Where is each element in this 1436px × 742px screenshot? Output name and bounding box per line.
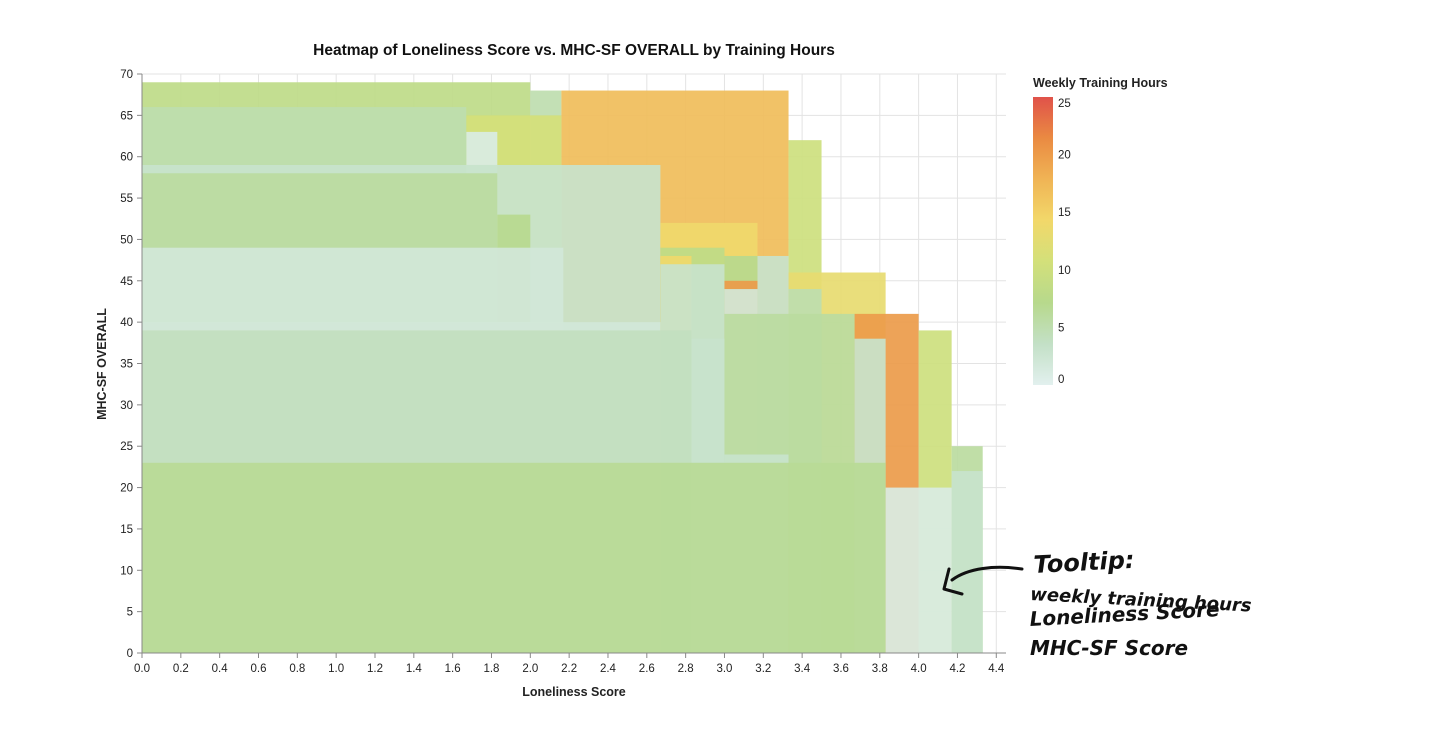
x-tick-label-5: 1.0 <box>328 663 344 675</box>
x-tick-label-2: 0.4 <box>212 663 229 675</box>
x-tick-label-11: 2.2 <box>561 663 577 675</box>
x-tick-label-10: 2.0 <box>522 663 538 675</box>
annotation-line-1: Tooltip: <box>1033 546 1135 579</box>
axes: 0.0 0.2 0.4 0.6 0.8 1.0 1.2 1.4 1.6 1.8 2.0 2.2 2.4 2… <box>120 69 1006 675</box>
x-tick-label-21: 4.2 <box>949 663 965 675</box>
x-tick-label-17: 3.4 <box>794 663 811 675</box>
x-tick-label-22: 4.4 <box>988 663 1005 675</box>
y-tick-label-4: 20 <box>120 483 133 495</box>
color-legend: Weekly Training Hours 0 5 10 15 20 25 <box>1033 76 1168 386</box>
annotation-arrow-head <box>942 567 964 596</box>
y-tick-label-6: 30 <box>120 400 133 412</box>
tooltip-annotation: Tooltip: weekly training hours Lonelines… <box>942 546 1252 660</box>
heatmap-cell-33[interactable]: Weekly Training Hours: 1, Loneliness Sco… <box>885 487 952 653</box>
x-tick-label-20: 4.0 <box>911 663 927 675</box>
x-tick-label-8: 1.6 <box>445 663 461 675</box>
chart-title: Heatmap of Loneliness Score vs. MHC-SF O… <box>313 42 835 59</box>
y-tick-label-7: 35 <box>120 359 133 371</box>
legend-tick-label-3: 15 <box>1058 207 1071 219</box>
x-tick-label-18: 3.6 <box>833 663 849 675</box>
y-tick-label-14: 70 <box>120 69 133 81</box>
legend-tick-label-0: 0 <box>1058 374 1064 386</box>
x-tick-label-7: 1.4 <box>406 663 423 675</box>
heatmap-cell-31[interactable]: Weekly Training Hours: 6.5, Loneliness S… <box>142 462 886 653</box>
x-tick-label-3: 0.6 <box>250 663 266 675</box>
heatmap-cell-32[interactable]: Weekly Training Hours: 3, Loneliness Sco… <box>951 471 983 653</box>
annotation-line-4: MHC-SF Score <box>1030 636 1188 660</box>
x-tick-label-0: 0.0 <box>134 663 150 675</box>
x-tick-label-16: 3.2 <box>755 663 771 675</box>
legend-tick-label-2: 10 <box>1058 265 1071 277</box>
y-tick-label-0: 0 <box>127 648 133 660</box>
x-tick-label-12: 2.4 <box>600 663 617 675</box>
legend-tick-label-4: 20 <box>1058 150 1071 162</box>
y-tick-label-9: 45 <box>120 276 133 288</box>
heatmap-cells[interactable]: Weekly Training Hours: 8, Loneliness Sco… <box>142 82 983 654</box>
x-tick-label-1: 0.2 <box>173 663 189 675</box>
x-tick-label-13: 2.6 <box>639 663 655 675</box>
legend-title: Weekly Training Hours <box>1033 76 1168 90</box>
y-tick-label-12: 60 <box>120 152 133 164</box>
legend-tick-label-1: 5 <box>1058 322 1064 334</box>
y-tick-label-3: 15 <box>120 524 133 536</box>
x-tick-label-14: 2.8 <box>678 663 694 675</box>
x-tick-label-4: 0.8 <box>289 663 305 675</box>
annotation-arrow <box>950 565 1024 582</box>
x-tick-label-19: 3.8 <box>872 663 888 675</box>
x-axis-title: Loneliness Score <box>522 685 626 699</box>
x-tick-label-15: 3.0 <box>716 663 732 675</box>
legend-gradient-bar <box>1033 97 1053 385</box>
y-tick-label-2: 10 <box>120 565 133 577</box>
y-tick-label-5: 25 <box>120 441 133 453</box>
y-tick-label-1: 5 <box>127 607 133 619</box>
y-tick-label-11: 55 <box>120 193 133 205</box>
y-tick-label-13: 65 <box>120 110 133 122</box>
x-tick-label-6: 1.2 <box>367 663 383 675</box>
y-axis-title: MHC-SF OVERALL <box>95 308 109 420</box>
y-tick-label-8: 40 <box>120 317 133 329</box>
legend-tick-label-5: 25 <box>1058 98 1071 110</box>
x-tick-label-9: 1.8 <box>483 663 499 675</box>
y-tick-label-10: 50 <box>120 234 133 246</box>
